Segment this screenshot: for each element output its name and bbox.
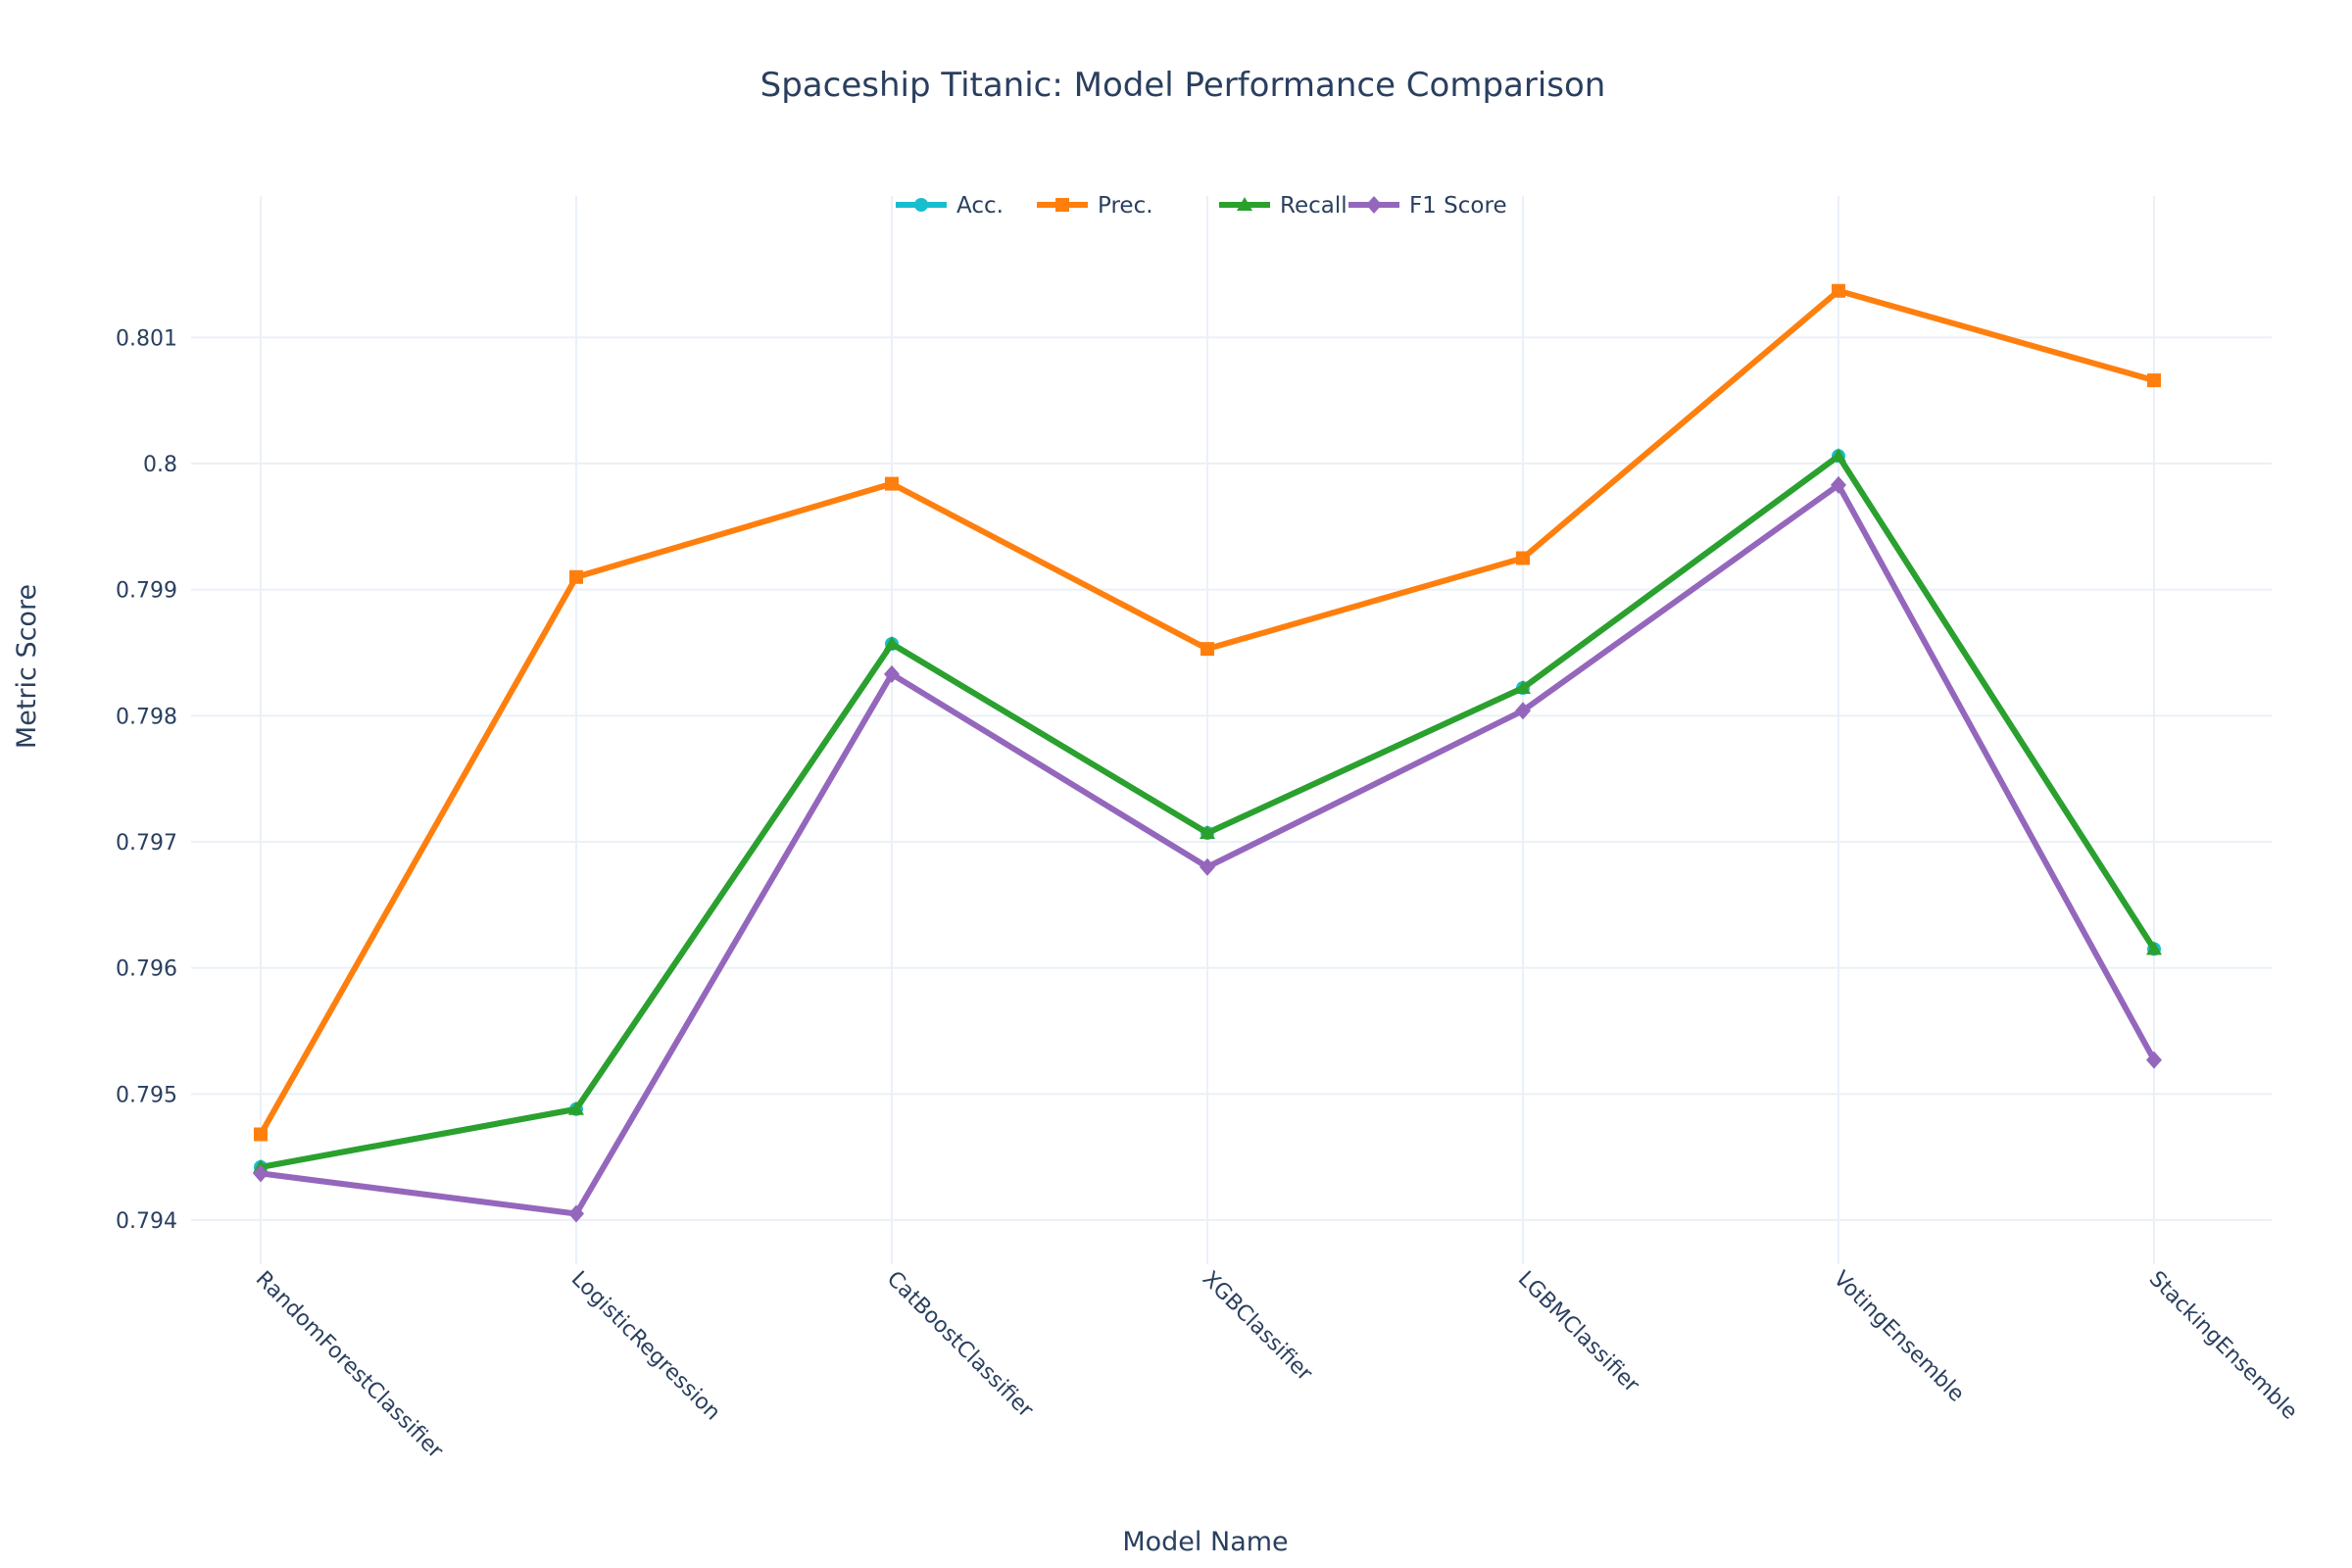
legend-item: Acc. [896, 193, 1004, 219]
y-tick-label: 0.801 [116, 326, 177, 351]
legend: Acc. Prec. Recall F1 Score [896, 193, 1507, 219]
data-point [884, 664, 900, 683]
data-point [253, 1164, 269, 1183]
grid-layer [191, 196, 2272, 1264]
data-point [1200, 642, 1214, 657]
y-tick-label: 0.799 [116, 579, 177, 604]
legend-swatch-marker [1366, 196, 1382, 214]
data-point [1832, 283, 1845, 298]
data-point [2147, 373, 2161, 388]
data-point [884, 636, 900, 650]
data-point [569, 569, 583, 584]
legend-label: Acc. [956, 193, 1004, 219]
data-point [1831, 475, 1846, 494]
x-axis-title: Model Name [1122, 1527, 1288, 1557]
legend-label: Prec. [1098, 193, 1153, 219]
series-layer [253, 283, 2162, 1223]
y-axis-title: Metric Score [12, 584, 42, 749]
y-tick-label: 0.8 [143, 453, 177, 477]
data-point [568, 1204, 584, 1223]
data-point [2146, 1051, 2162, 1069]
data-point [1200, 858, 1215, 876]
legend-item: Recall [1219, 193, 1348, 219]
chart-title: Spaceship Titanic: Model Performance Com… [760, 66, 1606, 105]
data-point [2146, 941, 2162, 956]
data-point [885, 476, 899, 491]
legend-label: Recall [1280, 193, 1348, 219]
y-axis-ticks: 0.794 0.795 0.796 0.797 0.798 0.799 0.8 0.801 [116, 326, 177, 1234]
legend-swatch-marker [1237, 197, 1252, 211]
series-prec [254, 283, 2161, 1142]
series-f1-score [253, 475, 2162, 1223]
data-point [254, 1127, 268, 1142]
data-point [1515, 702, 1531, 720]
series-recall [253, 448, 2162, 1173]
data-point [1515, 680, 1531, 695]
y-tick-label: 0.794 [116, 1209, 177, 1234]
data-point [1831, 448, 1846, 463]
data-point [1200, 824, 1215, 839]
legend-swatch-marker [1055, 198, 1069, 212]
legend-item: F1 Score [1348, 193, 1507, 219]
data-point [1516, 551, 1530, 565]
legend-label: F1 Score [1409, 193, 1507, 219]
legend-item: Prec. [1037, 193, 1153, 219]
data-point [568, 1101, 584, 1115]
y-tick-label: 0.796 [116, 957, 177, 982]
y-tick-label: 0.797 [116, 831, 177, 856]
legend-swatch-marker [914, 198, 928, 212]
y-tick-label: 0.798 [116, 705, 177, 729]
y-tick-label: 0.795 [116, 1083, 177, 1107]
